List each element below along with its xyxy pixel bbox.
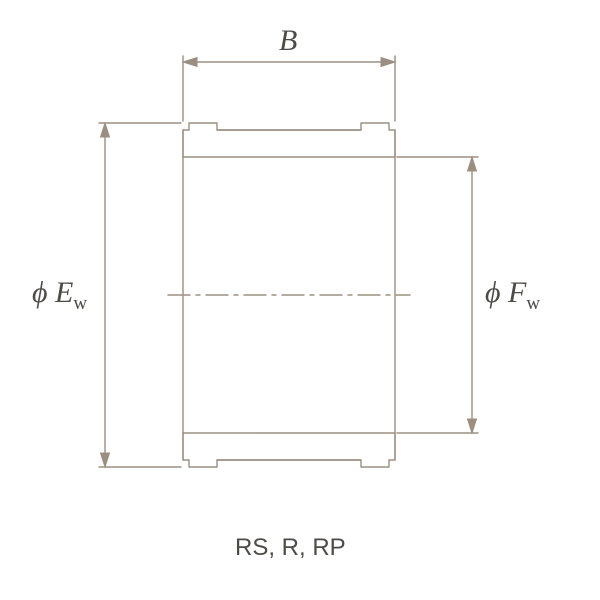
dim-label-Fw: ϕ Fw: [485, 276, 540, 314]
dim-label-B: B: [279, 24, 297, 57]
dim-label-Ew: ϕ Ew: [32, 276, 87, 314]
drawing-caption: RS, R, RP: [235, 534, 346, 561]
